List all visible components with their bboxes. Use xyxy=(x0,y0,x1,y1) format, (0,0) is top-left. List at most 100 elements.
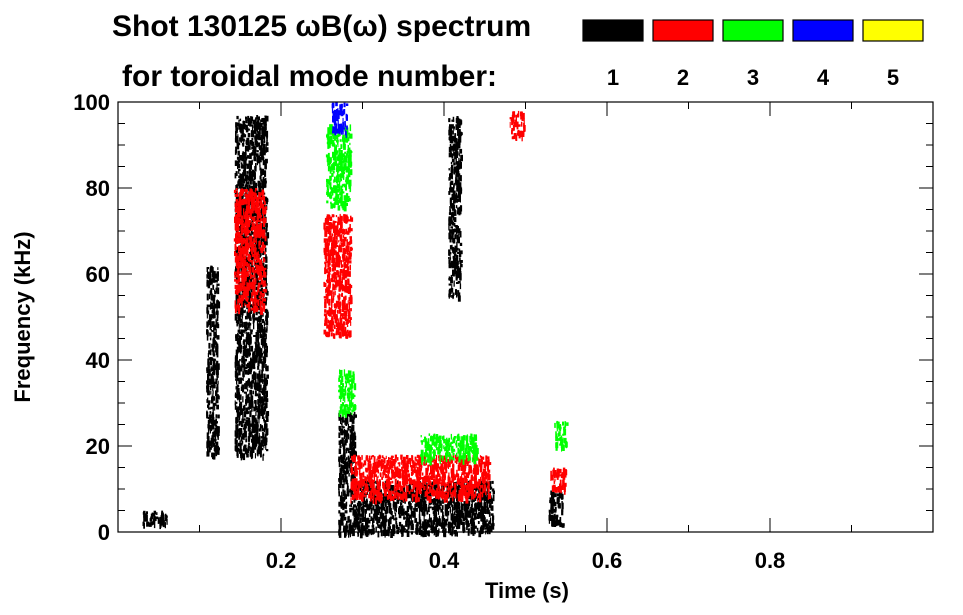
spectrum-pixel xyxy=(383,503,385,506)
spectrum-pixel xyxy=(398,506,401,509)
spectrum-pixel xyxy=(458,248,461,252)
spectrum-pixel xyxy=(246,245,248,250)
spectrum-pixel xyxy=(340,522,344,526)
spectrum-pixel xyxy=(389,503,392,509)
spectrum-pixel xyxy=(256,206,258,212)
spectrum-pixel xyxy=(556,497,559,502)
spectrum-pixel xyxy=(251,362,255,367)
spectrum-pixel xyxy=(259,276,262,279)
spectrum-pixel xyxy=(206,267,210,270)
spectrum-pixel xyxy=(240,222,242,228)
spectrum-pixel xyxy=(262,454,264,461)
spectrum-pixel xyxy=(489,517,492,525)
spectrum-pixel xyxy=(216,300,219,306)
spectrum-pixel xyxy=(210,328,212,332)
spectrum-pixel xyxy=(262,431,264,435)
spectrum-pixel xyxy=(463,505,466,512)
spectrum-pixel xyxy=(261,293,265,297)
spectrum-pixel xyxy=(254,233,257,239)
spectrum-pixel xyxy=(235,266,237,270)
spectrum-pixel xyxy=(424,508,428,512)
spectrum-pixel xyxy=(245,116,248,120)
spectrum-pixel xyxy=(456,523,459,529)
spectrum-pixel xyxy=(236,366,240,371)
spectrum-pixel xyxy=(432,498,435,503)
spectrum-pixel xyxy=(260,171,263,176)
spectrum-pixel xyxy=(216,376,218,381)
spectrum-pixel xyxy=(338,456,341,460)
spectrum-pixel xyxy=(454,133,457,137)
spectrum-pixel xyxy=(365,498,368,505)
spectrum-pixel xyxy=(456,239,459,243)
spectrum-pixel xyxy=(241,378,244,381)
spectrum-pixel xyxy=(254,208,257,214)
spectrum-pixel xyxy=(212,360,216,364)
spectrum-pixel xyxy=(362,506,365,510)
spectrum-pixel xyxy=(206,440,209,446)
spectrum-pixel xyxy=(414,503,416,511)
spectrum-pixel xyxy=(262,398,265,405)
spectrum-pixel xyxy=(255,429,259,434)
spectrum-pixel xyxy=(265,224,268,232)
spectrum-pixel xyxy=(478,484,481,491)
spectrum-pixel xyxy=(467,530,470,536)
spectrum-pixel xyxy=(247,230,251,234)
spectrum-pixel xyxy=(212,393,214,398)
spectrum-pixel xyxy=(252,424,255,427)
spectrum-pixel xyxy=(238,307,241,315)
spectrum-pixel xyxy=(244,241,246,246)
feature-mode-1-2 xyxy=(338,411,357,538)
spectrum-pixel xyxy=(244,244,247,251)
spectrum-pixel xyxy=(238,322,240,330)
spectrum-pixel xyxy=(249,445,251,451)
spectrum-pixel xyxy=(460,521,464,524)
spectrum-pixel xyxy=(250,298,253,302)
spectrum-pixel xyxy=(248,321,250,325)
spectrum-pixel xyxy=(455,254,459,260)
spectrum-pixel xyxy=(456,258,459,264)
spectrum-pixel xyxy=(264,130,266,136)
spectrum-pixel xyxy=(441,521,443,524)
spectrum-pixel xyxy=(353,474,356,480)
spectrum-pixel xyxy=(381,513,385,520)
spectrum-pixel xyxy=(253,306,256,312)
spectrum-pixel xyxy=(263,150,266,155)
spectrum-pixel xyxy=(350,415,354,419)
spectrum-pixel xyxy=(257,277,259,281)
spectrum-pixel xyxy=(383,500,386,503)
spectrum-pixel xyxy=(255,337,259,342)
spectrum-pixel xyxy=(249,259,253,263)
spectrum-pixel xyxy=(454,144,457,152)
spectrum-pixel xyxy=(387,519,391,522)
spectrum-pixel xyxy=(255,291,259,295)
spectrum-pixel xyxy=(453,162,456,166)
spectrum-pixel xyxy=(164,522,166,529)
spectrum-pixel xyxy=(453,223,456,227)
spectrum-pixel xyxy=(252,287,256,294)
spectrum-pixel xyxy=(212,365,215,371)
spectrum-pixel xyxy=(453,511,456,515)
spectrum-pixel xyxy=(349,456,352,459)
spectrum-pixel xyxy=(446,506,449,511)
spectrum-pixel xyxy=(455,155,457,163)
spectrum-pixel xyxy=(254,350,256,356)
spectrum-pixel xyxy=(210,293,213,300)
spectrum-pixel xyxy=(415,508,418,512)
spectrum-pixel xyxy=(471,511,474,518)
spectrum-pixel xyxy=(353,522,356,528)
spectrum-pixel xyxy=(249,212,252,219)
spectrum-pixel xyxy=(460,132,463,136)
spectrum-pixel xyxy=(471,503,473,511)
spectrum-pixel xyxy=(255,436,259,444)
spectrum-pixel xyxy=(347,230,350,233)
spectrum-pixel xyxy=(408,517,411,524)
spectrum-pixel xyxy=(449,173,451,179)
spectrum-pixel xyxy=(262,329,264,336)
spectrum-pixel xyxy=(453,183,455,188)
spectrum-pixel xyxy=(456,500,458,504)
spectrum-pixel xyxy=(454,524,457,527)
spectrum-pixel xyxy=(264,206,268,210)
spectrum-pixel xyxy=(460,205,463,212)
spectrum-pixel xyxy=(242,178,245,184)
